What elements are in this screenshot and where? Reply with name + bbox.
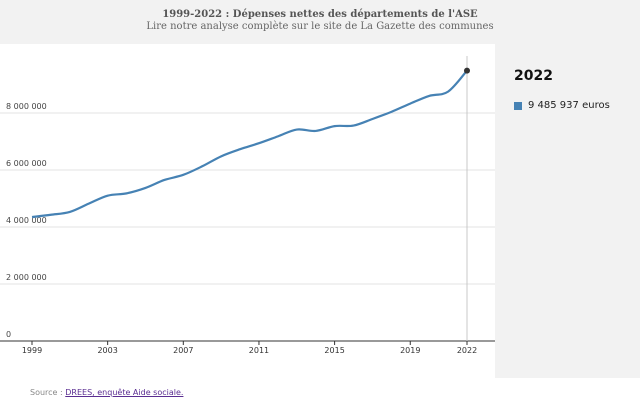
x-tick-label: 2003 xyxy=(97,346,117,355)
x-tick-label: 2019 xyxy=(400,346,420,355)
series-layer[interactable] xyxy=(31,56,470,341)
tooltip-panel: 2022 9 485 937 euros xyxy=(495,44,640,378)
grid-lines xyxy=(0,112,495,285)
x-axis: 1999 2003 2007 2011 2015 2019 2022 xyxy=(0,340,495,355)
chart-header: 1999-2022 : Dépenses nettes des départem… xyxy=(0,0,640,44)
y-tick-label: 8 000 000 xyxy=(6,102,47,111)
y-tick-label: 2 000 000 xyxy=(6,273,47,282)
highlight-point xyxy=(464,67,470,74)
source-note: Source : DREES, enquête Aide sociale. xyxy=(30,388,183,397)
tooltip-row: 9 485 937 euros xyxy=(514,100,610,111)
source-prefix: Source : xyxy=(30,388,66,397)
y-axis-ticks: 0 2 000 000 4 000 000 6 000 000 8 000 000 xyxy=(6,102,47,339)
y-tick-label: 0 xyxy=(6,330,11,339)
series-line xyxy=(31,69,468,219)
x-tick-label: 2022 xyxy=(457,346,477,355)
x-tick-label: 2007 xyxy=(173,346,193,355)
tooltip-year: 2022 xyxy=(514,68,553,84)
y-tick-label: 6 000 000 xyxy=(6,159,47,168)
chart-title: 1999-2022 : Dépenses nettes des départem… xyxy=(162,9,478,20)
series-swatch xyxy=(514,101,522,110)
x-tick-label: 2015 xyxy=(324,346,344,355)
x-tick-label: 2011 xyxy=(249,346,269,355)
chart-subtitle: Lire notre analyse complète sur le site … xyxy=(146,21,494,32)
tooltip-value: 9 485 937 euros xyxy=(528,100,610,111)
y-tick-label: 4 000 000 xyxy=(6,216,47,225)
x-tick-label: 1999 xyxy=(22,346,42,355)
line-chart[interactable]: 0 2 000 000 4 000 000 6 000 000 8 000 000 19… xyxy=(0,44,495,378)
source-link[interactable]: DREES, enquête Aide sociale. xyxy=(65,388,184,397)
